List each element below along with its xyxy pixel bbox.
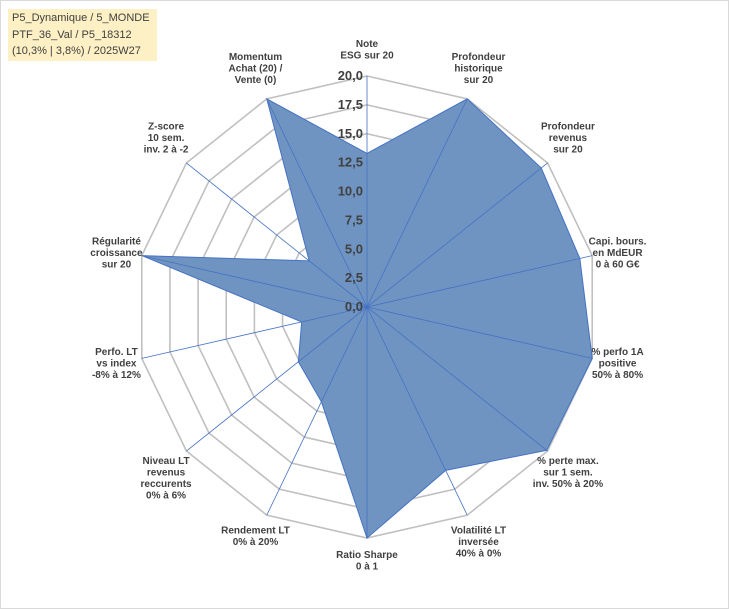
portfolio-info-box: P5_Dynamique / 5_MONDE PTF_36_Val / P5_1… xyxy=(8,9,157,61)
axis-spoke-9 xyxy=(186,306,368,452)
axis-label-line: 40% à 0% xyxy=(456,548,502,559)
axis-spoke-13 xyxy=(266,98,368,308)
radial-tick-label: 10,0 xyxy=(338,184,363,199)
axis-label-line: 0 à 1 xyxy=(356,562,379,573)
axis-label-line: croissance xyxy=(90,248,143,259)
axis-spoke-6 xyxy=(366,306,468,516)
info-line-1: P5_Dynamique / 5_MONDE xyxy=(12,12,150,24)
axis-spoke-4 xyxy=(366,306,593,359)
radial-tick-label: 17,5 xyxy=(338,97,363,112)
axis-spoke-3 xyxy=(366,255,593,308)
axis-label-line: % perte max. xyxy=(537,456,599,467)
radial-tick-label: 2,5 xyxy=(345,270,363,285)
axis-label-line: Momentum xyxy=(229,52,282,63)
radial-tick-label: 5,0 xyxy=(345,241,363,256)
radial-tick-label: 7,5 xyxy=(345,212,363,227)
axis-label-line: Volatilité LT xyxy=(451,525,506,536)
radial-tick-label: 0,0 xyxy=(345,299,363,314)
axis-label-line: % perfo 1A xyxy=(591,347,643,358)
axis-label-line: Niveau LT xyxy=(143,456,190,467)
radial-tick-label: 12,5 xyxy=(338,155,363,170)
axis-label-line: -8% à 12% xyxy=(92,370,141,381)
axis-label-line: Rendement LT xyxy=(221,525,290,536)
axis-label-line: revenus xyxy=(549,133,588,144)
axis-label-line: sur 20 xyxy=(553,144,583,155)
info-line-2: PTF_36_Val / P5_18312 xyxy=(12,28,132,41)
axis-spoke-2 xyxy=(366,162,548,308)
axis-label-line: Profondeur xyxy=(541,121,595,132)
axis-spoke-5 xyxy=(366,306,548,452)
radial-tick-label: 20,0 xyxy=(338,68,363,83)
axis-label-8: Rendement LT0% à 20% xyxy=(221,525,290,548)
axis-label-line: 0 à 60 G€ xyxy=(596,259,640,270)
axis-label-line: Profondeur xyxy=(452,52,506,63)
radial-tick-label: 15,0 xyxy=(338,126,363,141)
axis-label-5: % perte max.sur 1 sem.inv. 50% à 20% xyxy=(533,456,604,490)
axis-label-line: positive xyxy=(599,359,637,370)
axis-label-line: sur 20 xyxy=(102,259,132,270)
axis-spoke-11 xyxy=(141,255,368,308)
axis-label-line: Vente (0) xyxy=(235,75,277,86)
axis-label-line: inversée xyxy=(458,537,499,548)
axis-label-line: sur 20 xyxy=(464,75,494,86)
axis-label-line: 0% à 6% xyxy=(146,491,186,502)
axis-label-line: Perfo. LT xyxy=(95,347,138,358)
axis-label-line: reccurents xyxy=(140,479,192,490)
axis-spoke-12 xyxy=(186,162,368,308)
axis-spoke-8 xyxy=(266,306,368,516)
axis-label-line: inv. 2 à -2 xyxy=(144,144,189,155)
axis-label-line: Capi. bours. xyxy=(589,236,647,247)
axis-label-line: vs index xyxy=(96,359,136,370)
axis-label-line: Achat (20) / xyxy=(229,64,283,75)
axis-label-line: sur 1 sem. xyxy=(543,468,593,479)
axis-label-line: historique xyxy=(454,64,503,75)
axis-label-line: 0% à 20% xyxy=(233,537,279,548)
axis-label-line: ESG sur 20 xyxy=(340,51,394,62)
axis-label-line: revenus xyxy=(147,468,186,479)
axis-label-line: Note xyxy=(356,39,379,50)
axis-label-line: Régularité xyxy=(92,236,141,247)
axis-label-line: inv. 50% à 20% xyxy=(533,479,604,490)
axis-label-line: Ratio Sharpe xyxy=(336,550,398,561)
axis-label-line: Z-score xyxy=(148,121,185,132)
axis-label-line: en MdEUR xyxy=(593,248,644,259)
axis-label-line: 10 sem. xyxy=(148,133,185,144)
axis-spoke-1 xyxy=(366,98,468,308)
axis-spoke-10 xyxy=(141,306,368,359)
axis-label-line: 50% à 80% xyxy=(592,370,643,381)
info-line-3: (10,3% | 3,8%) / 2025W27 xyxy=(12,45,141,57)
